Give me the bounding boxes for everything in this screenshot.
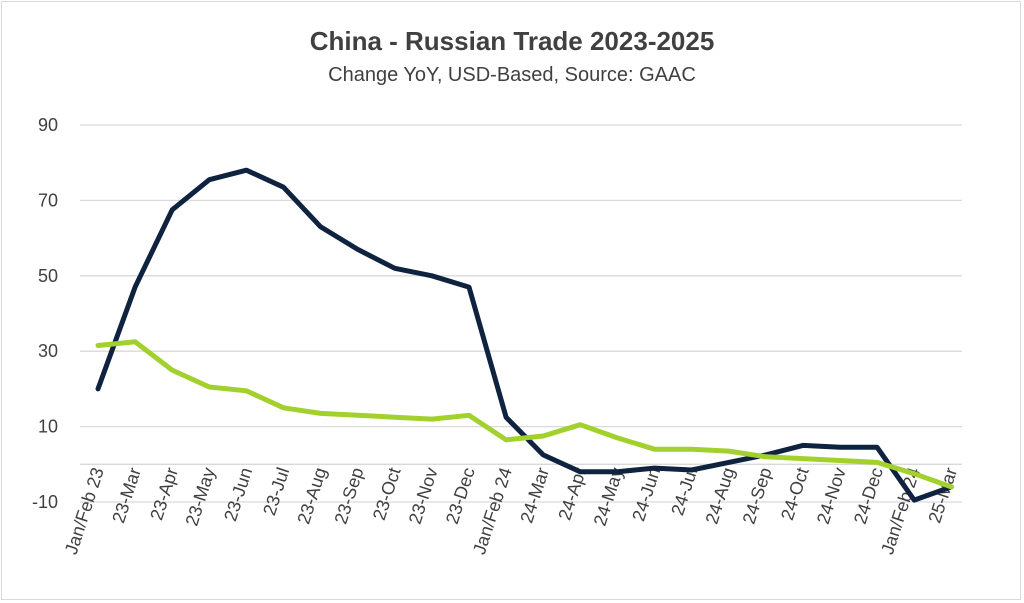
x-tick-label: 23-May	[182, 465, 220, 528]
x-tick-label: 23-Oct	[369, 465, 405, 523]
x-tick-label: 24-May	[590, 465, 628, 528]
chart-title: China - Russian Trade 2023-2025	[309, 26, 715, 56]
x-tick-label: 23-Apr	[146, 465, 182, 523]
y-tick-label: 70	[38, 190, 58, 210]
series-lines	[95, 167, 954, 503]
y-tick-label: -10	[32, 492, 58, 512]
x-tick-label: 24-Aug	[702, 465, 739, 526]
series-line-1	[95, 167, 954, 503]
x-tick-label: 24-Dec	[850, 465, 887, 526]
y-tick-label: 50	[38, 266, 58, 286]
x-tick-label: 24-Jun	[628, 465, 664, 524]
x-tick-label: 24-Jul	[667, 465, 701, 518]
series-line-2	[95, 339, 954, 490]
x-tick-label: 23-Jun	[220, 465, 256, 524]
x-tick-label: 23-Sep	[331, 465, 368, 526]
gridlines	[80, 124, 962, 503]
y-tick-label: 30	[38, 341, 58, 361]
x-tick-label: 23-Dec	[442, 465, 479, 526]
x-axis-ticks: Jan/Feb 23 23-Mar 23-Apr 23-May 23-Jun 23-Jul…	[61, 465, 961, 557]
x-tick-label: 23-Aug	[293, 465, 330, 526]
y-tick-label: 90	[38, 115, 58, 135]
x-tick-label: 24-Nov	[813, 465, 850, 526]
x-tick-label: 23-Jul	[259, 465, 293, 518]
y-tick-label: 10	[38, 417, 58, 437]
x-tick-label: 23-Mar	[108, 465, 145, 525]
x-tick-label: 24-Sep	[739, 465, 776, 526]
x-tick-label: Jan/Feb 23	[61, 465, 108, 557]
x-tick-label: 24-Oct	[777, 465, 813, 523]
x-tick-label: 23-Nov	[405, 465, 442, 526]
y-axis-ticks: -10 10 30 50 70 90	[32, 115, 58, 512]
x-tick-label: 24-Mar	[516, 465, 553, 525]
chart-subtitle: Change YoY, USD-Based, Source: GAAC	[328, 64, 696, 86]
